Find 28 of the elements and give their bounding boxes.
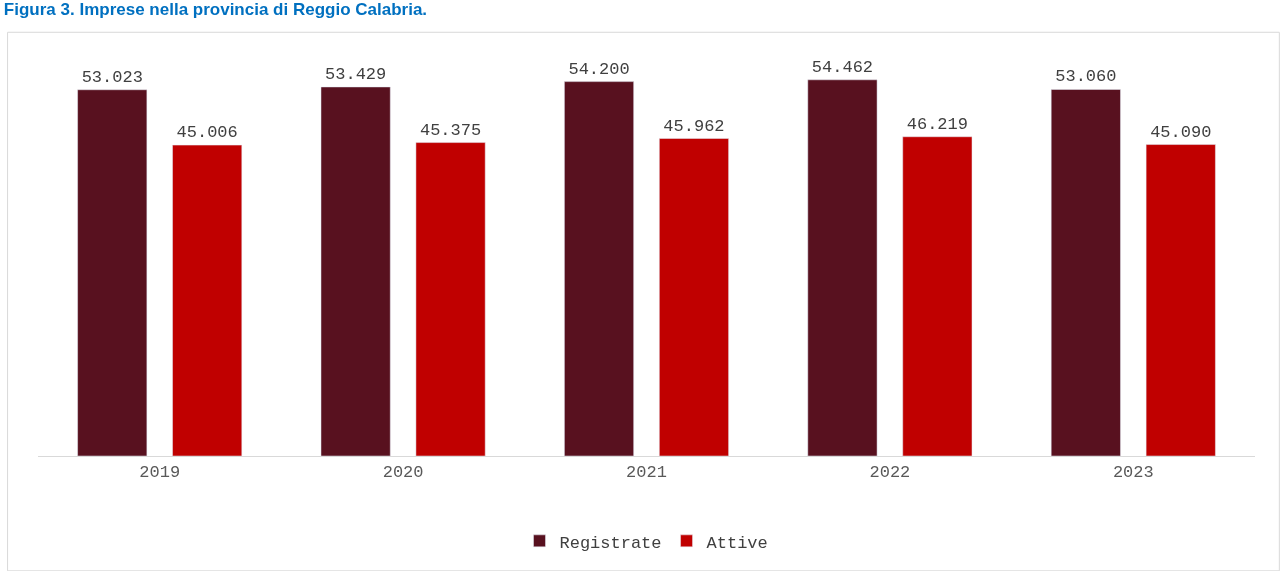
data-label: 54.462 (811, 57, 874, 77)
bar (172, 144, 243, 456)
data-label: 53.060 (1055, 67, 1117, 87)
bar (659, 138, 729, 456)
bar (77, 89, 148, 456)
legend-label: Registrate (559, 533, 662, 553)
x-tick-label: 2019 (139, 463, 181, 483)
data-label: 53.429 (325, 64, 387, 84)
x-tick-label: 2023 (1112, 463, 1154, 483)
bar (1050, 89, 1121, 456)
chart-title: Figura 3. Imprese nella provincia di Reggio Calabria. (3, 0, 428, 19)
data-label: 45.962 (663, 116, 725, 136)
data-label: 54.200 (568, 59, 630, 79)
bar (320, 86, 391, 456)
bar (1145, 144, 1216, 456)
bar (902, 136, 973, 456)
x-tick-label: 2020 (382, 463, 424, 483)
legend-label: Attive (706, 533, 768, 553)
bar (415, 142, 486, 456)
data-label: 53.023 (81, 67, 143, 87)
data-label: 46.219 (906, 114, 968, 134)
x-tick-label: 2022 (869, 463, 911, 483)
bar (807, 79, 878, 456)
data-label: 45.375 (419, 120, 482, 140)
data-label: 45.006 (176, 123, 238, 143)
data-label: 45.090 (1150, 122, 1212, 142)
x-tick-label: 2021 (626, 463, 667, 483)
bar (564, 81, 634, 456)
